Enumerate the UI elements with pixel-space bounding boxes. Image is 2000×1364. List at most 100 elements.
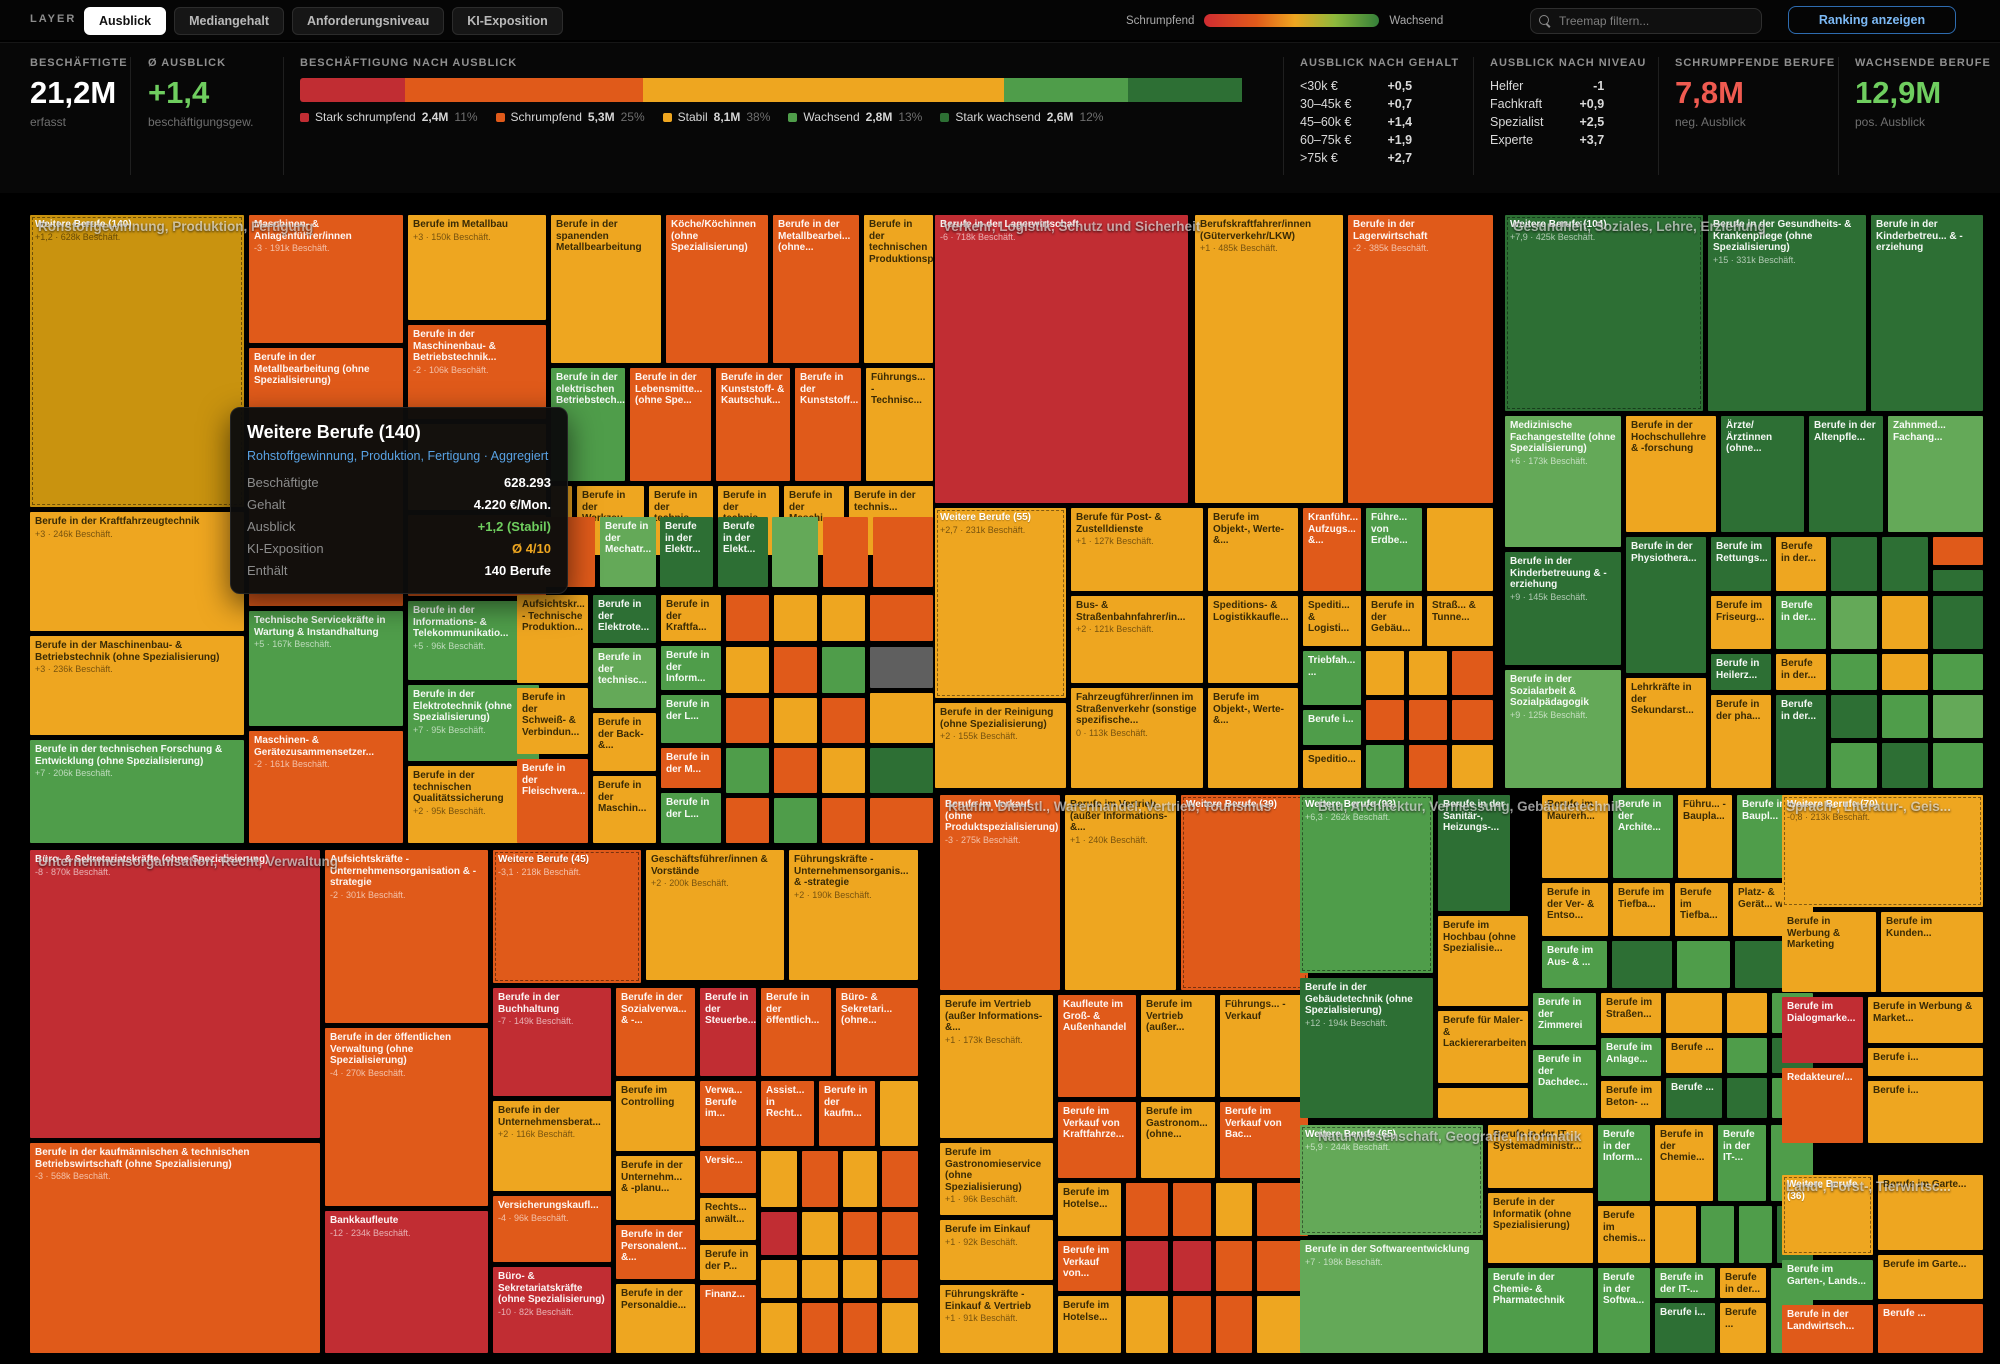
treemap-tile[interactable] [1216,1183,1252,1236]
treemap-tile[interactable]: Berufe in der... [1776,695,1826,788]
treemap-tile[interactable]: Berufe im Garten-, Lands... [1782,1260,1873,1300]
treemap-tile[interactable]: Berufe in der Lagerwirtschaft -2 · 385k B… [1348,215,1493,503]
treemap-tile[interactable]: Versic... [700,1151,756,1193]
treemap-tile[interactable]: Geschäftsführer/innen & Vorstände +2 · 20… [646,850,784,980]
treemap-tile[interactable]: Berufe in der Gebäu... [1366,596,1422,646]
treemap-tile[interactable]: Berufe in der Unternehmensberat... +2 · 1… [493,1101,611,1191]
treemap-tile[interactable] [822,698,865,743]
treemap-tile[interactable]: Berufskraftfahrer/innen (Güterverkehr/LK… [1195,215,1343,503]
treemap-tile[interactable]: Berufe in der Kunststoff- & Kautschuk... [716,368,790,481]
treemap-tile[interactable]: Maschinen- & Anlagenführer/innen -3 · 191… [249,215,403,343]
treemap-tile[interactable] [1831,596,1877,649]
treemap-tile[interactable]: Führungskräfte - Einkauf & Vertrieb +1 · … [940,1285,1053,1353]
treemap-tile[interactable]: Büro- & Sekretari... (ohne... [836,988,918,1076]
treemap-tile[interactable]: Speditions- & Logistikkaufle... [1208,596,1298,683]
treemap-tile[interactable]: Berufe im Garte... [1878,1175,1983,1250]
treemap-tile[interactable]: Berufe in der Gesundheits- & Krankenpfle… [1708,215,1866,411]
treemap-tile[interactable]: Berufe für Maler- & Lackiererarbeiten [1438,1011,1528,1083]
treemap-tile[interactable] [774,595,817,641]
treemap-tile[interactable]: Verwa... Berufe im... [700,1081,756,1146]
treemap-tile[interactable]: Berufe im Beton- ... [1601,1081,1661,1118]
treemap-tile[interactable]: Berufe in der Softwa... [1598,1268,1650,1353]
treemap-tile[interactable] [873,517,933,587]
treemap-tile[interactable]: Berufe im Hochbau (ohne Spezialisie... [1438,916,1528,1006]
treemap-tile[interactable]: Berufe in der Altenpfle... [1809,416,1883,532]
treemap-tile[interactable]: Führungskräfte - Unternehmensorganis... … [789,850,918,980]
treemap-tile[interactable]: Berufe in der technischen Forschung & En… [30,740,244,843]
treemap-tile[interactable]: Berufe in der... [1720,1268,1766,1298]
treemap-tile[interactable]: Berufe im Aus- & ... [1542,941,1607,988]
treemap-tile[interactable] [1933,654,1983,690]
treemap-tile[interactable] [823,517,868,587]
treemap-tile[interactable] [1933,570,1983,591]
treemap-tile[interactable]: Berufe ... [1878,1304,1983,1353]
treemap-tile[interactable] [1366,651,1404,695]
treemap-tile[interactable] [1366,700,1404,740]
treemap-tile[interactable]: Berufe im chemis... [1598,1206,1650,1263]
treemap-tile[interactable]: Berufe in der Steuerbe... [700,988,756,1076]
treemap-tile[interactable] [1727,1038,1767,1073]
treemap-tile[interactable]: Berufe in der Gebäudetechnik (ohne Spezi… [1300,978,1433,1118]
treemap-tile[interactable]: Berufe für Post- & Zustelldienste +1 · 12… [1071,508,1203,591]
treemap-tile[interactable] [882,1303,918,1353]
treemap-tile[interactable] [882,1212,918,1255]
treemap-tile[interactable] [774,798,817,843]
treemap-tile[interactable]: Berufe in der Personalent... &... [616,1225,695,1279]
tab-ausblick[interactable]: Ausblick [84,7,167,35]
treemap-tile[interactable] [1701,1206,1734,1263]
treemap-tile[interactable]: Rechts... anwält... [700,1198,756,1240]
treemap-tile[interactable] [726,798,769,843]
treemap-tile[interactable]: Berufe in der Sozialarbeit & Sozialpädag… [1505,670,1621,788]
treemap-tile[interactable]: Berufe in der Metallbearbei... (ohne... [773,215,859,363]
ranking-button[interactable]: Ranking anzeigen [1788,6,1956,34]
treemap-tile[interactable] [772,517,818,587]
treemap-tile[interactable] [774,748,817,793]
treemap-tile[interactable]: Weitere Berufe (65) +5,9 · 244k Beschäft. [1300,1125,1483,1235]
treemap-tile[interactable]: Berufe in der pha... [1711,695,1771,788]
treemap-tile[interactable]: Berufe in der Informatik (ohne Spezialis… [1488,1193,1593,1263]
treemap-tile[interactable] [802,1151,838,1207]
treemap-tile[interactable]: Berufe in der Elekt... [718,517,768,587]
treemap-tile[interactable]: Berufe in der technisc... [593,648,656,708]
treemap-tile[interactable] [802,1212,838,1255]
treemap-tile[interactable]: Speditio... [1303,750,1361,788]
treemap-tile[interactable]: Berufe im Verkauf von... [1058,1241,1121,1291]
treemap-tile[interactable]: Berufe in der Chemie- & Pharmatechnik [1488,1268,1593,1353]
treemap-tile[interactable] [1257,1183,1308,1236]
treemap-tile[interactable] [1882,596,1928,649]
treemap-tile[interactable]: Berufe in Heilerz... [1711,654,1771,690]
treemap-tile[interactable]: Berufe in der spanenden Metallbearbeitun… [551,215,661,363]
treemap-tile[interactable] [1216,1296,1252,1353]
treemap-tile[interactable] [1831,537,1877,591]
treemap-tile[interactable]: Berufe im Kunden... [1881,912,1983,992]
treemap-tile[interactable] [1727,993,1767,1033]
treemap-tile[interactable]: Berufe im Vertrieb (außer Informations- … [940,995,1053,1138]
treemap-tile[interactable]: Weitere Berufe (36) [1782,1175,1873,1255]
treemap-tile[interactable] [1739,1206,1772,1263]
treemap-tile[interactable] [870,748,933,793]
treemap-tile[interactable]: Spediti... & Logisti... [1303,596,1361,646]
treemap-tile[interactable]: Berufe ... [1666,1078,1722,1118]
treemap-tile[interactable] [843,1260,877,1298]
treemap-tile[interactable] [1612,941,1672,988]
treemap-tile[interactable]: Berufe im Objekt-, Werte- &... [1208,508,1298,591]
treemap-tile[interactable] [843,1303,877,1353]
treemap-tile[interactable]: Straß... & Tunne... [1427,596,1493,646]
treemap-tile[interactable]: Berufe im Dialogmarke... [1782,997,1863,1063]
treemap-tile[interactable]: Berufe i... [1303,710,1361,745]
treemap-tile[interactable]: Berufe im Garte... [1878,1255,1983,1299]
treemap-tile[interactable]: Berufe in der Maschin... [593,776,656,843]
treemap-tile[interactable]: Berufe ... [1666,1038,1722,1073]
treemap-tile[interactable] [843,1151,877,1207]
treemap-tile[interactable] [882,1151,918,1207]
treemap-tile[interactable] [726,647,769,693]
treemap-tile[interactable]: Berufe in der Sozialverwa... & -... [616,988,695,1076]
treemap-tile[interactable] [822,647,865,693]
treemap-tile[interactable]: Berufe in der Hochschullehre & -forschun… [1626,416,1716,532]
treemap-tile[interactable] [1409,651,1447,695]
treemap-tile[interactable]: Berufe in der Sanitär-, Heizungs-... [1438,795,1510,911]
treemap-tile[interactable] [1655,1206,1696,1263]
treemap-tile[interactable]: Führu... - Baupla... [1678,795,1732,878]
treemap-tile[interactable] [882,1260,918,1298]
treemap-tile[interactable]: Finanz... [700,1285,756,1353]
